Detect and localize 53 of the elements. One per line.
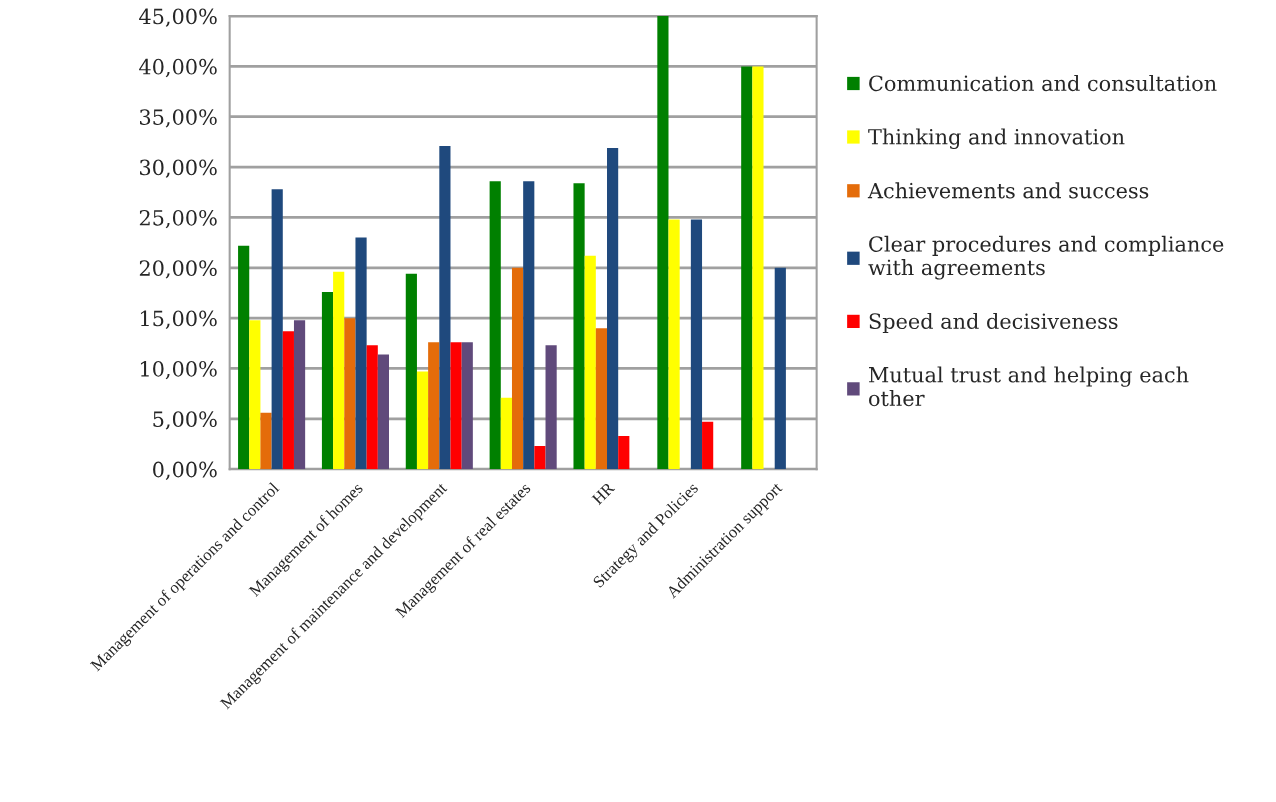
bar xyxy=(428,342,440,470)
bar xyxy=(238,245,250,470)
bar xyxy=(702,421,714,470)
bar xyxy=(618,435,630,470)
y-tick-label: 30,00% xyxy=(140,159,217,178)
bar xyxy=(293,320,306,470)
bar xyxy=(377,354,389,470)
y-tick-label: 15,00% xyxy=(140,310,217,329)
bar xyxy=(260,412,272,470)
legend-label: Achievements and success xyxy=(867,182,1149,199)
bar xyxy=(534,446,546,470)
y-tick-label: 25,00% xyxy=(139,209,217,229)
y-tick-label: 0,00% xyxy=(153,461,217,480)
y-tick-label: 5,00% xyxy=(153,411,217,430)
legend-label: Clear procedures and compliance with agreements xyxy=(868,235,1224,280)
y-tick-label: 45,00% xyxy=(139,8,217,27)
bar xyxy=(668,219,680,470)
bar xyxy=(344,318,356,470)
bar xyxy=(500,397,512,470)
bar xyxy=(573,183,585,470)
bar xyxy=(774,267,786,470)
bar xyxy=(741,66,753,470)
bar xyxy=(355,237,367,470)
bar xyxy=(450,342,462,470)
y-tick-label: 20,00% xyxy=(139,260,217,279)
bar xyxy=(657,16,669,470)
bar xyxy=(271,189,283,470)
bar xyxy=(439,145,451,470)
bar xyxy=(282,331,294,470)
y-tick-label: 10,00% xyxy=(140,360,217,380)
bar xyxy=(333,271,345,470)
bar xyxy=(321,291,334,470)
bar xyxy=(523,181,535,470)
y-tick-label: 35,00% xyxy=(140,109,217,128)
bar xyxy=(545,345,557,470)
bar xyxy=(595,328,608,470)
y-tick-label: 40,00% xyxy=(139,58,217,78)
bar xyxy=(607,147,619,470)
bar xyxy=(511,267,524,470)
bar xyxy=(489,181,501,470)
x-tick-label: HR xyxy=(591,481,616,506)
bar xyxy=(405,273,417,470)
bar xyxy=(249,320,261,470)
bar xyxy=(752,66,764,470)
bar xyxy=(366,345,378,470)
bar xyxy=(584,255,596,470)
bar xyxy=(461,342,473,470)
bar xyxy=(416,371,429,470)
legend-label: Mutual trust and helping each other xyxy=(869,366,1189,407)
bar xyxy=(690,219,703,470)
legend-label: Thinking and innovation xyxy=(868,128,1125,149)
legend-label: Speed and decisiveness xyxy=(869,312,1118,334)
legend-label: Communication and consultation xyxy=(869,75,1217,92)
